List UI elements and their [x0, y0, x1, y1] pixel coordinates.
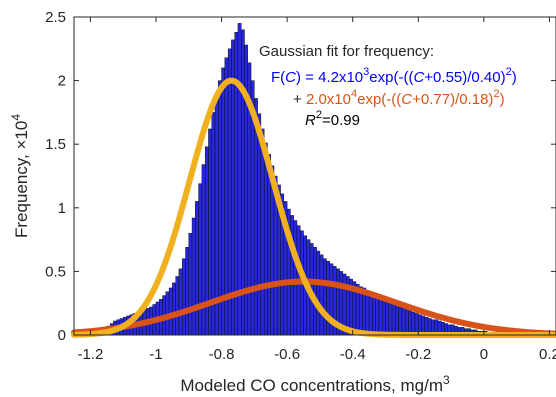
- histogram-bar: [368, 291, 373, 336]
- histogram-bar: [185, 247, 189, 336]
- histogram-bar: [182, 258, 186, 336]
- histogram-bar: [395, 304, 399, 336]
- histogram-bar: [168, 287, 173, 336]
- histogram-bar: [319, 254, 324, 336]
- r-squared-label: R2=0.99: [305, 109, 360, 129]
- histogram-bar: [188, 233, 193, 336]
- y-tick-label: 2: [58, 73, 66, 90]
- y-tick-label: 1.5: [45, 136, 66, 153]
- histogram-bar: [372, 294, 376, 336]
- histogram-bar: [322, 258, 327, 336]
- histogram-bar: [385, 300, 389, 336]
- histogram-bar: [375, 295, 380, 336]
- histogram-bar: [404, 309, 409, 336]
- y-axis-ticks: 0 0.5 1 1.5 2 2.5: [45, 9, 556, 344]
- histogram-bar: [195, 201, 199, 336]
- histogram-bar: [234, 32, 239, 336]
- histogram-bar: [201, 164, 206, 336]
- y-tick-label: 1: [58, 200, 66, 217]
- histogram-bar: [178, 268, 183, 336]
- histogram-bar: [191, 217, 196, 336]
- histogram-bar: [401, 308, 406, 336]
- histogram-bar: [257, 113, 262, 336]
- histogram-bar: [326, 261, 330, 336]
- histogram-bar: [172, 282, 176, 336]
- plot-area-border: [73, 16, 556, 336]
- histogram-bar: [293, 220, 298, 336]
- x-tick-label: 0: [480, 346, 488, 363]
- y-tick-label: 0: [58, 327, 66, 344]
- histogram-bars: [90, 23, 521, 336]
- y-tick-label: 0.5: [45, 263, 66, 280]
- histogram-bar: [263, 142, 268, 336]
- x-tick-label: -1.2: [77, 346, 103, 363]
- histogram-bar: [411, 311, 416, 336]
- histogram-bar: [378, 296, 383, 336]
- histogram-bar: [382, 299, 386, 336]
- histogram-bar: [365, 290, 370, 336]
- x-tick-label: -0.6: [274, 346, 300, 363]
- x-axis-label: Modeled CO concentrations, mg/m3: [180, 373, 450, 395]
- histogram-bar: [388, 301, 393, 336]
- histogram-bar: [175, 276, 180, 336]
- histogram-bar: [391, 303, 396, 336]
- y-axis-label: Frequency, ×104: [9, 114, 31, 238]
- histogram-bar: [237, 23, 242, 336]
- x-axis-ticks: -1.2 -1 -0.8 -0.6 -0.4 -0.2 0 0.2: [77, 17, 556, 363]
- histogram-bar: [316, 250, 321, 336]
- gaussian-component-curve: [71, 278, 556, 337]
- x-tick-label: -0.2: [405, 346, 431, 363]
- histogram-bar: [260, 128, 265, 336]
- histogram-bar: [408, 310, 412, 336]
- annotation-title: Gaussian fit for frequency:: [259, 43, 434, 60]
- x-tick-label: 0.2: [539, 346, 556, 363]
- histogram-bar: [227, 48, 232, 336]
- equation-line-2: + 2.0x104exp(-((C+0.77)/0.18)2): [293, 88, 505, 108]
- histogram-bar: [398, 306, 403, 336]
- x-tick-label: -0.8: [209, 346, 235, 363]
- equation-line-1: F(C) = 4.2x103exp(-((C+0.55)/0.40)2): [271, 66, 517, 86]
- histogram-bar: [313, 247, 317, 336]
- x-tick-label: -1: [149, 346, 162, 363]
- histogram-bar: [224, 57, 229, 336]
- y-tick-label: 2.5: [45, 9, 66, 26]
- fit-annotation: Gaussian fit for frequency: F(C) = 4.2x1…: [259, 43, 517, 129]
- x-tick-label: -0.4: [340, 346, 366, 363]
- histogram-bar: [198, 183, 203, 336]
